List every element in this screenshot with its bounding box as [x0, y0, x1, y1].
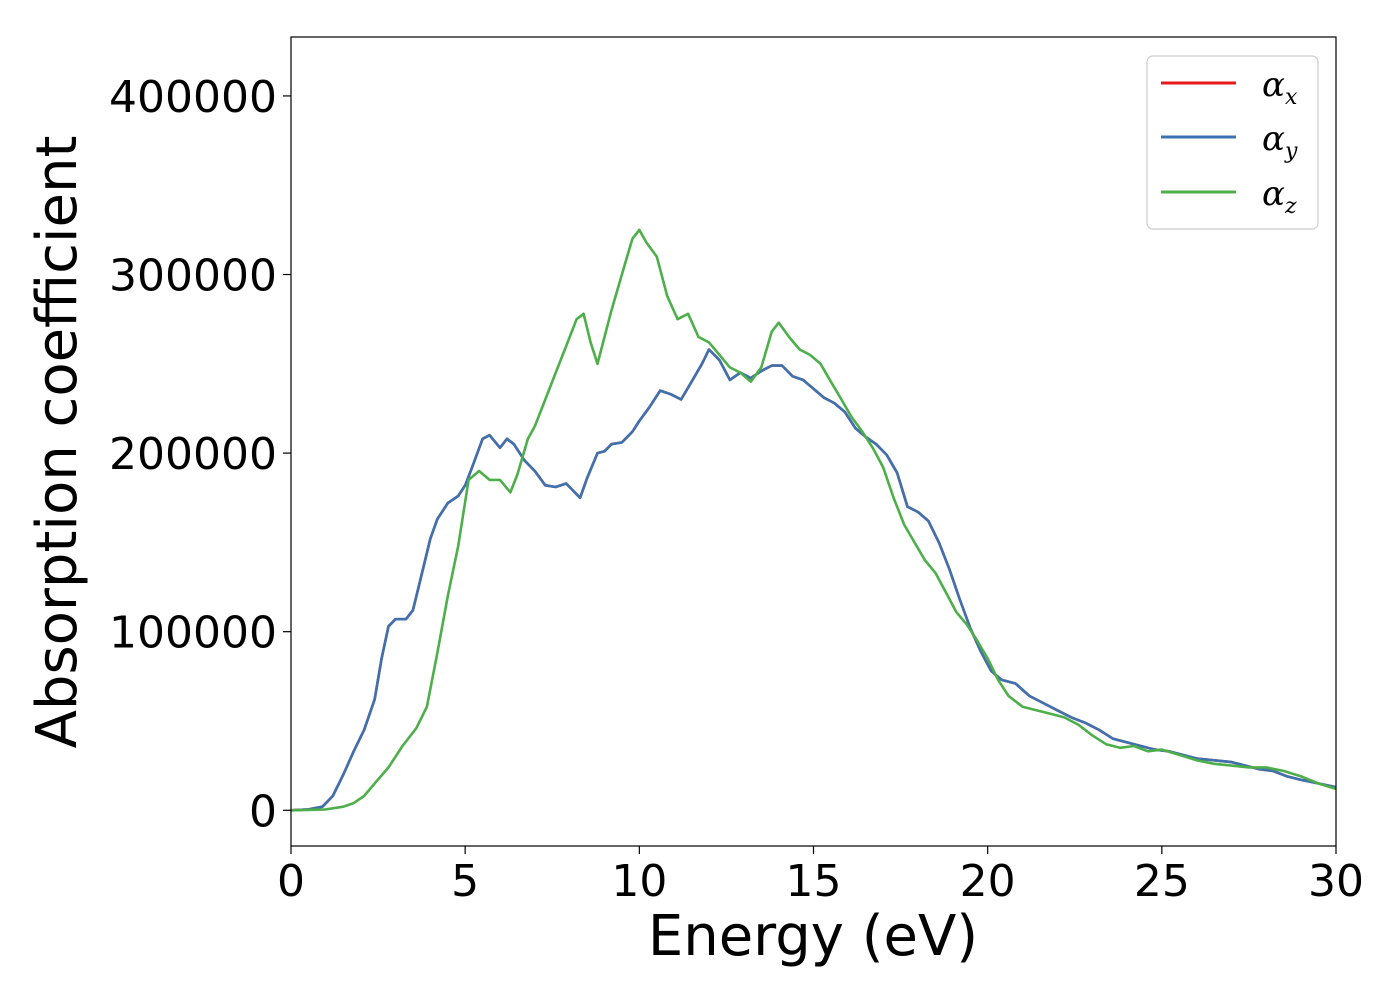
- x-axis-label: Energy (eV): [648, 904, 978, 969]
- y-tick-label: 200000: [109, 429, 277, 480]
- legend-label-y: αy: [1262, 119, 1298, 164]
- ticks-layer: 0 5 10 15 20 25 30 0 100000 200000 300000 400000: [109, 72, 1364, 907]
- x-tick-label: 20: [960, 856, 1016, 907]
- series-layer: [290, 228, 1337, 812]
- plot-frame: [290, 36, 1337, 847]
- y-tick-label: 0: [249, 786, 277, 837]
- y-tick-label: 100000: [109, 608, 277, 659]
- legend-box: [1146, 55, 1319, 230]
- series-line-z: [290, 228, 1337, 812]
- legend: αx αy αz: [1146, 55, 1319, 230]
- x-tick-label: 25: [1134, 856, 1190, 907]
- y-tick-label: 400000: [109, 72, 277, 123]
- legend-label-x: αx: [1262, 65, 1298, 110]
- y-axis-label: Absorption coefficient: [25, 136, 90, 749]
- x-tick-label: 10: [611, 856, 667, 907]
- y-tick-label: 300000: [109, 251, 277, 302]
- x-tick-label: 30: [1308, 856, 1364, 907]
- x-tick-label: 0: [277, 856, 305, 907]
- legend-label-z: αz: [1262, 174, 1297, 219]
- x-tick-label: 15: [786, 856, 842, 907]
- x-tick-label: 5: [451, 856, 479, 907]
